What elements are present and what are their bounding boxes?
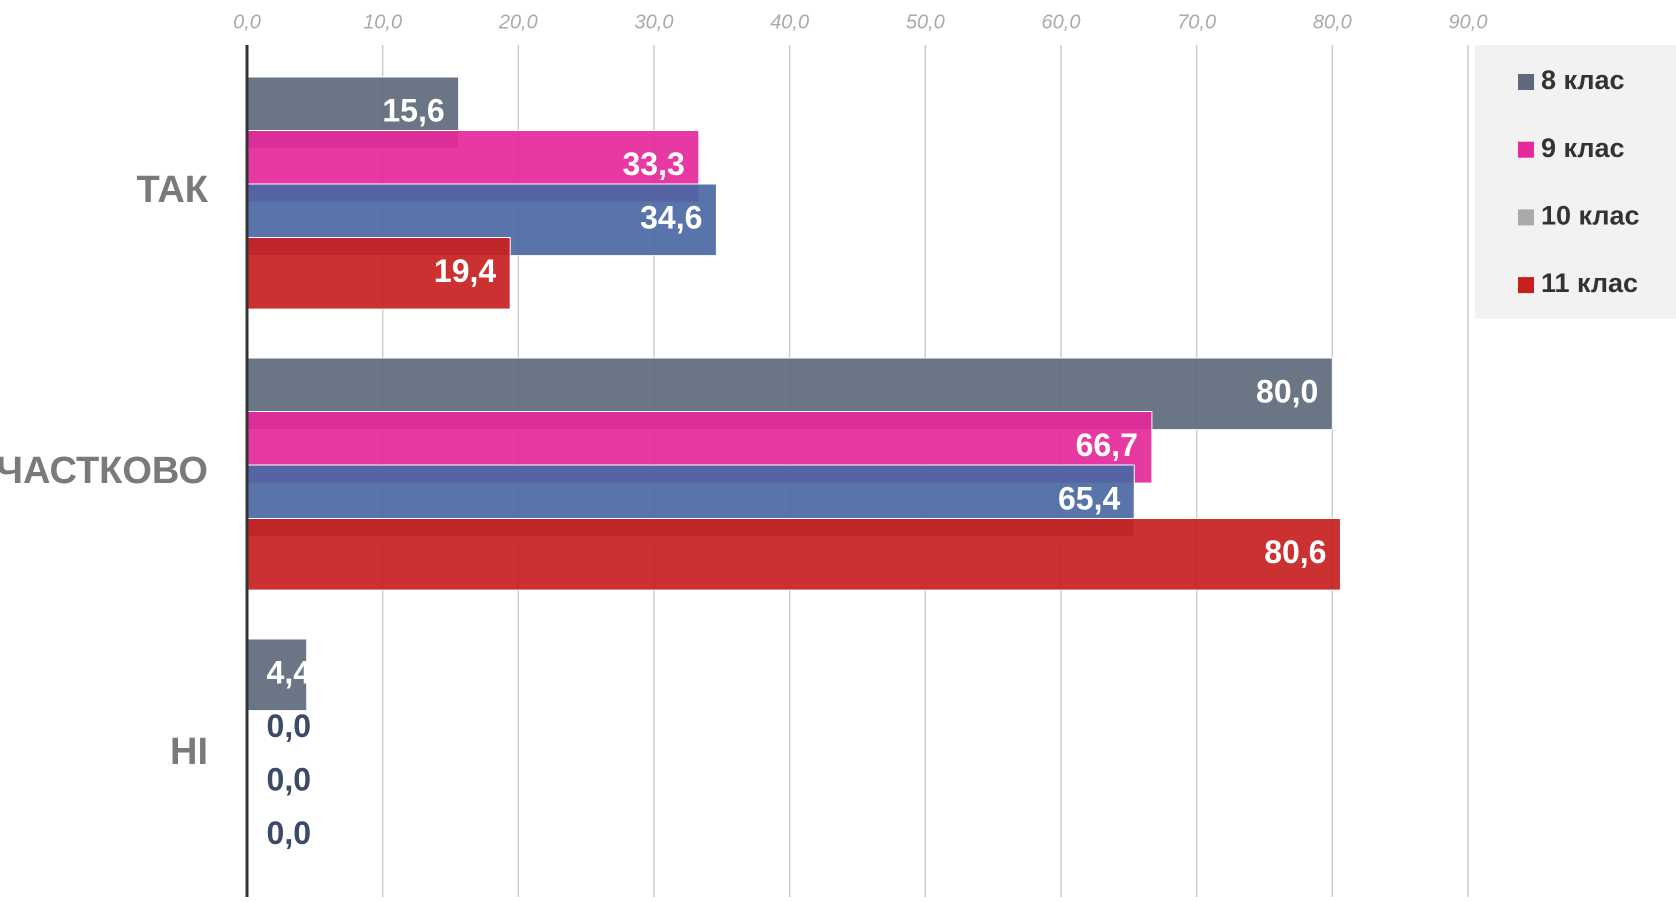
x-tick-label: 60,0 [1042, 11, 1081, 33]
value-label: 80,6 [1264, 534, 1326, 570]
legend-label: 9 клас [1541, 133, 1625, 163]
x-tick-label: 0,0 [233, 11, 261, 33]
x-tick-label: 90,0 [1449, 11, 1488, 33]
x-tick-label: 70,0 [1177, 11, 1216, 33]
value-label: 66,7 [1076, 427, 1138, 463]
bar [246, 518, 1341, 591]
x-tick-label: 30,0 [635, 11, 674, 33]
value-label: 19,4 [434, 253, 496, 289]
bar [246, 237, 511, 310]
value-label: 65,4 [1058, 480, 1120, 516]
legend-swatch [1518, 277, 1534, 294]
value-label: 80,0 [1256, 373, 1318, 409]
value-label: 0,0 [267, 761, 311, 797]
value-label: 33,3 [622, 146, 684, 182]
value-label: 0,0 [267, 815, 311, 851]
x-tick-label: 50,0 [906, 11, 945, 33]
category-label: ЧАСТКОВО [0, 450, 208, 492]
value-label: 34,6 [640, 199, 702, 235]
legend-label: 11 клас [1541, 268, 1638, 298]
legend-swatch [1518, 74, 1534, 90]
x-tick-label: 80,0 [1313, 11, 1352, 33]
x-tick-label: 40,0 [770, 11, 809, 33]
legend-label: 10 клас [1541, 201, 1640, 231]
value-label: 15,6 [382, 92, 444, 128]
value-label: 4,4 [267, 654, 312, 690]
category-label: ТАК [137, 169, 209, 211]
value-label: 0,0 [267, 708, 311, 744]
legend-label: 8 клас [1541, 65, 1625, 95]
x-tick-label: 20,0 [498, 11, 538, 33]
legend-swatch [1518, 141, 1534, 158]
bar [246, 638, 308, 712]
legend-swatch [1518, 209, 1534, 226]
category-label: НІ [170, 731, 208, 773]
x-tick-label: 10,0 [363, 11, 402, 33]
legend-box [1475, 45, 1676, 319]
